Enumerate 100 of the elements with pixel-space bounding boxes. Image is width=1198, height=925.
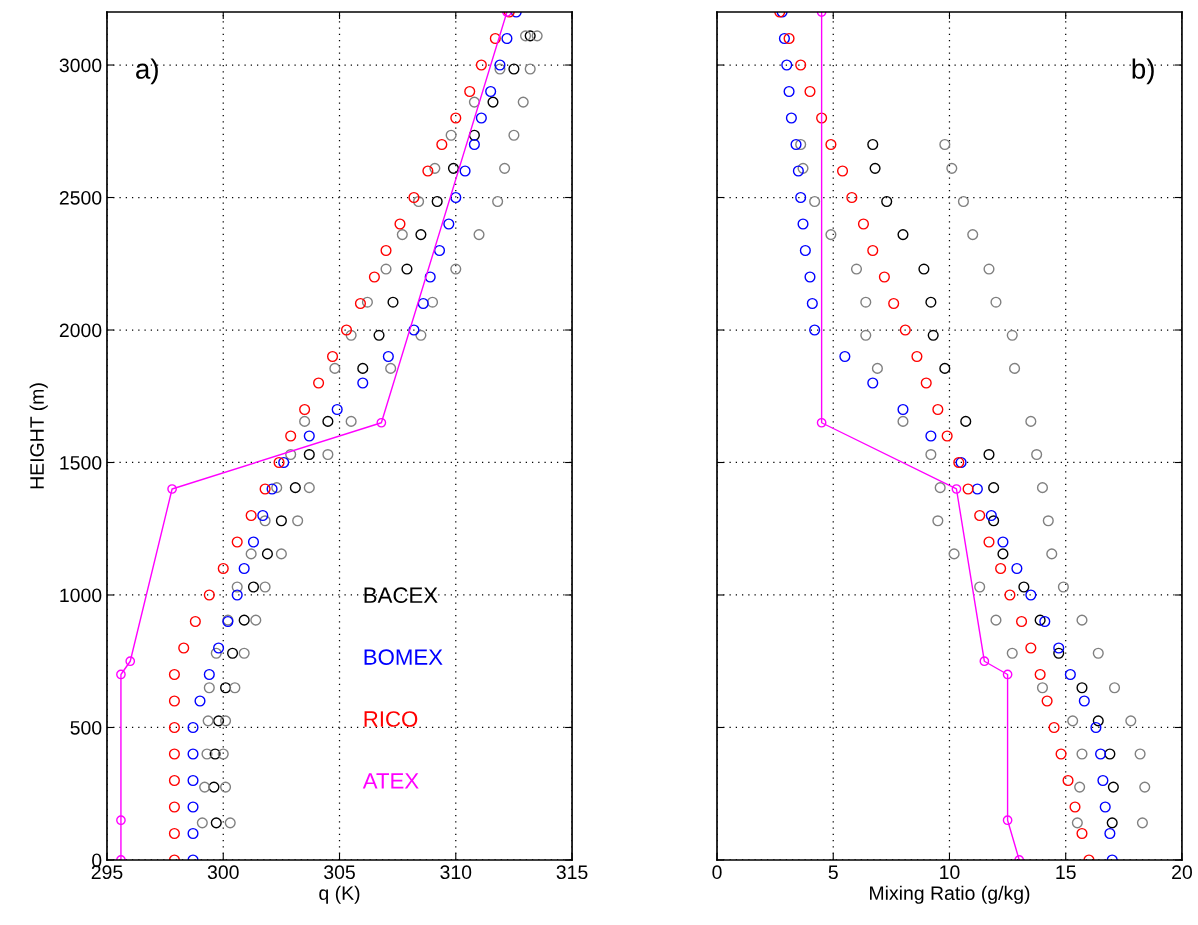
x-tick-label: 10 (940, 865, 960, 880)
point (415, 329, 427, 341)
y-tick-label: 500 (70, 720, 102, 735)
point (168, 801, 180, 813)
point (918, 263, 930, 275)
text: RICO (364, 711, 418, 727)
point (1025, 589, 1037, 601)
point (229, 682, 241, 694)
point (1092, 647, 1104, 659)
point (790, 138, 802, 151)
point (259, 515, 271, 527)
point (871, 362, 883, 374)
point (1108, 682, 1121, 694)
point (450, 263, 462, 275)
point (983, 536, 995, 548)
point (1031, 448, 1043, 461)
point (357, 377, 369, 389)
point (199, 781, 211, 793)
y-tick-label: 3000 (59, 58, 102, 73)
point (932, 515, 944, 527)
point (995, 562, 1007, 575)
point (187, 721, 199, 734)
point (299, 415, 311, 427)
point (974, 509, 986, 522)
point (329, 362, 341, 374)
point (168, 668, 180, 681)
point (939, 362, 951, 374)
point (927, 329, 939, 341)
point (867, 377, 879, 389)
point (974, 581, 986, 593)
point (275, 548, 287, 560)
point (867, 138, 879, 151)
point (116, 815, 126, 826)
point (459, 165, 471, 177)
point (1106, 817, 1118, 829)
point (1104, 827, 1116, 840)
point (979, 656, 990, 667)
point (210, 647, 222, 659)
x-tick-label: 300 (207, 865, 239, 880)
point (501, 32, 513, 45)
point (380, 263, 392, 275)
point (168, 721, 180, 734)
text: BOMEX (364, 649, 443, 665)
point (209, 748, 221, 760)
point (997, 548, 1009, 560)
point (778, 32, 790, 45)
point (524, 30, 536, 42)
point (201, 748, 213, 760)
point (220, 682, 232, 694)
point (394, 218, 406, 230)
point (245, 509, 257, 522)
point (836, 165, 849, 177)
point (220, 715, 232, 727)
point (1039, 615, 1051, 628)
x-tick-label: 5 (828, 865, 838, 880)
point (971, 483, 983, 495)
point (1064, 668, 1076, 681)
point (385, 362, 397, 374)
point (213, 642, 225, 654)
point (1078, 695, 1090, 707)
point (797, 218, 809, 230)
point (345, 329, 357, 341)
point (340, 324, 353, 336)
point (217, 562, 229, 575)
point (289, 482, 301, 494)
point (187, 827, 199, 840)
point (985, 509, 997, 522)
point (897, 229, 909, 241)
point (839, 350, 851, 363)
point (436, 138, 448, 151)
point (220, 781, 232, 793)
point (1025, 415, 1037, 427)
point (217, 748, 229, 760)
point (322, 415, 334, 427)
point (261, 548, 273, 560)
point (934, 482, 946, 494)
point (271, 482, 283, 494)
point (1015, 615, 1028, 628)
point (231, 589, 243, 601)
point (468, 96, 480, 108)
point (396, 229, 408, 241)
x-axis-title: q (K) (319, 885, 360, 904)
point (494, 63, 506, 75)
point (990, 614, 1002, 626)
point (489, 32, 501, 45)
point (881, 195, 893, 208)
point (816, 112, 828, 124)
point (1036, 682, 1049, 694)
point (210, 817, 222, 829)
point (1069, 801, 1081, 813)
point (1067, 715, 1079, 727)
point (1055, 748, 1067, 760)
point (1006, 329, 1018, 341)
point (202, 715, 214, 727)
point (224, 817, 236, 829)
point (194, 695, 206, 707)
point (450, 112, 462, 124)
point (1076, 748, 1088, 760)
point (806, 297, 818, 310)
point (804, 271, 816, 283)
